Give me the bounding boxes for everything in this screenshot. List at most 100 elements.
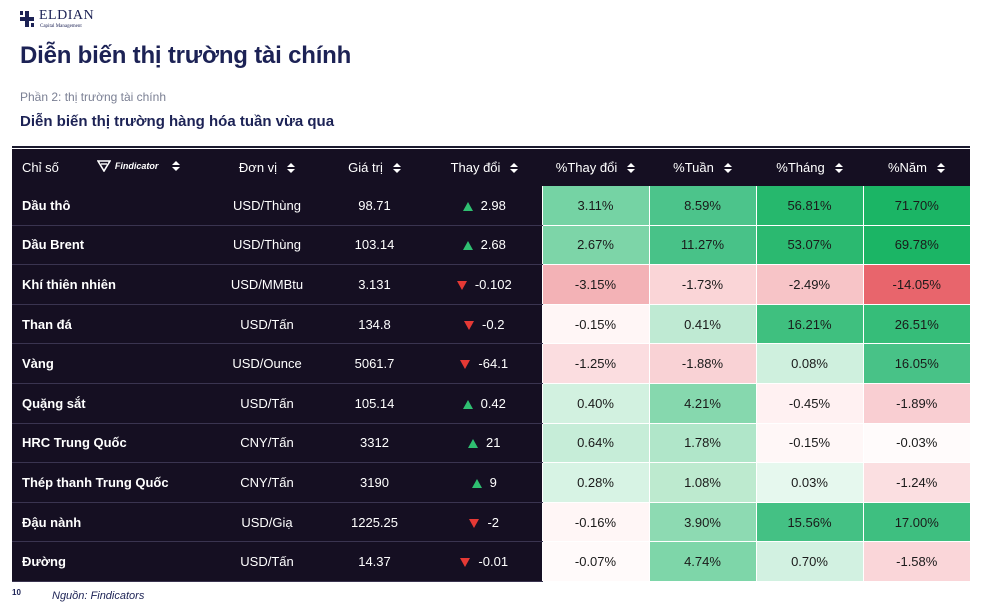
change-cell: -0.01 [427, 541, 542, 582]
commodity-name: Quặng sắt [12, 383, 212, 424]
value-cell: 3190 [322, 462, 427, 503]
year-cell: -1.24% [862, 462, 970, 503]
change-value: -64.1 [478, 356, 509, 372]
change-value: 0.42 [480, 395, 506, 411]
header-value[interactable]: Giá trị [322, 149, 427, 186]
unit-cell: USD/Ounce [212, 343, 322, 384]
pct-cell: 0.40% [541, 383, 649, 424]
section-subtitle: Diễn biến thị trường hàng hóa tuần vừa q… [20, 113, 335, 130]
table-row: Vàng USD/Ounce 5061.7 -64.1 -1.25% -1.88% 0.08… [12, 343, 970, 384]
commodity-name: Đậu nành [12, 502, 212, 543]
findicator-label: Findicator [114, 161, 159, 171]
table-row: Than đá USD/Tấn 134.8 -0.2 -0.15% 0.41% 16.21%… [12, 304, 970, 345]
commodity-name: HRC Trung Quốc [12, 423, 212, 464]
header-indicator[interactable]: Chỉ số Findicator [12, 149, 212, 186]
table-body: Dầu thô USD/Thùng 98.71 2.98 3.11% 8.59% 56.81… [12, 186, 970, 582]
header-label: Giá trị [348, 160, 383, 175]
triangle-down-icon [456, 281, 467, 291]
week-cell: 3.90% [648, 502, 756, 543]
change-cell: -0.2 [427, 304, 542, 345]
value-cell: 1225.25 [322, 502, 427, 543]
value-cell: 105.14 [322, 383, 427, 424]
triangle-down-icon [460, 360, 471, 370]
year-cell: 26.51% [862, 304, 970, 345]
table-row: Đường USD/Tấn 14.37 -0.01 -0.07% 4.74% 0.70% -1… [12, 541, 970, 582]
week-cell: 0.41% [648, 304, 756, 345]
triangle-up-icon [462, 399, 473, 409]
value-cell: 134.8 [322, 304, 427, 345]
table-row: Thép thanh Trung Quốc CNY/Tấn 3190 9 0.28% 1.… [12, 462, 970, 503]
change-cell: -2 [427, 502, 542, 543]
change-value: -0.01 [478, 554, 509, 570]
change-cell: 0.42 [427, 383, 542, 424]
sort-icon[interactable] [627, 162, 636, 173]
pct-cell: -0.15% [541, 304, 649, 345]
triangle-up-icon [468, 439, 479, 449]
week-cell: 8.59% [648, 186, 756, 226]
change-cell: 9 [427, 462, 542, 503]
header-pct-change[interactable]: %Thay đổi [542, 149, 649, 186]
triangle-up-icon [471, 479, 482, 489]
year-cell: 17.00% [862, 502, 970, 543]
change-value: -2 [487, 514, 500, 530]
sort-icon[interactable] [834, 162, 843, 173]
header-week[interactable]: %Tuần [649, 149, 756, 186]
commodity-name: Khí thiên nhiên [12, 264, 212, 305]
header-label: Thay đổi [450, 160, 501, 175]
commodity-name: Đường [12, 541, 212, 582]
header-month[interactable]: %Tháng [756, 149, 863, 186]
table-row: Khí thiên nhiên USD/MMBtu 3.131 -0.102 -3.15… [12, 264, 970, 305]
commodity-name: Thép thanh Trung Quốc [12, 462, 212, 503]
header-label: %Thay đổi [555, 160, 618, 175]
table-header-row: Chỉ số Findicator Đơn vị Giá trị Thay đổi %Th… [12, 149, 970, 186]
week-cell: 4.21% [648, 383, 756, 424]
header-label: Đơn vị [238, 160, 278, 175]
change-cell: -64.1 [427, 343, 542, 384]
page-title: Diễn biến thị trường tài chính [20, 42, 352, 69]
commodity-table: Chỉ số Findicator Đơn vị Giá trị Thay đổi %Th… [12, 149, 970, 582]
commodity-name: Than đá [12, 304, 212, 345]
sort-icon[interactable] [510, 162, 519, 173]
triangle-up-icon [462, 241, 473, 251]
pct-cell: 3.11% [541, 186, 649, 226]
unit-cell: USD/Thùng [212, 225, 322, 266]
pct-cell: -0.07% [541, 541, 649, 582]
sort-icon[interactable] [172, 161, 181, 171]
unit-cell: CNY/Tấn [212, 462, 322, 503]
table-row: Quặng sắt USD/Tấn 105.14 0.42 0.40% 4.21% -0.4… [12, 383, 970, 424]
logo-subtitle: Capital Management [40, 24, 82, 29]
logo-mark-icon [20, 11, 34, 27]
month-cell: 53.07% [755, 225, 863, 266]
sort-icon[interactable] [392, 162, 401, 173]
month-cell: 0.70% [755, 541, 863, 582]
page-number: 10 [12, 588, 21, 597]
company-logo: ELDIAN Capital Management [20, 9, 94, 29]
change-value: 21 [486, 435, 501, 451]
sort-icon[interactable] [723, 162, 732, 173]
triangle-down-icon [460, 558, 471, 568]
change-value: -0.102 [474, 276, 512, 292]
sort-icon[interactable] [287, 162, 296, 173]
month-cell: -0.45% [755, 383, 863, 424]
header-label: %Tuần [673, 160, 714, 175]
change-cell: 2.68 [427, 225, 542, 266]
change-cell: 2.98 [427, 186, 542, 226]
sort-icon[interactable] [937, 162, 945, 173]
pct-cell: -0.16% [541, 502, 649, 543]
week-cell: 1.08% [648, 462, 756, 503]
value-cell: 98.71 [322, 186, 427, 226]
header-change[interactable]: Thay đổi [427, 149, 542, 186]
month-cell: -2.49% [755, 264, 863, 305]
pct-cell: -3.15% [541, 264, 649, 305]
header-unit[interactable]: Đơn vị [212, 149, 322, 186]
year-cell: 71.70% [862, 186, 970, 226]
month-cell: 15.56% [755, 502, 863, 543]
value-cell: 103.14 [322, 225, 427, 266]
commodity-name: Dầu thô [12, 186, 212, 226]
triangle-up-icon [462, 201, 473, 211]
header-year[interactable]: %Năm [863, 149, 970, 186]
unit-cell: USD/Tấn [212, 383, 322, 424]
findicator-brand: Findicator [96, 160, 181, 172]
week-cell: 1.78% [648, 423, 756, 464]
findicator-logo-icon [96, 160, 111, 172]
